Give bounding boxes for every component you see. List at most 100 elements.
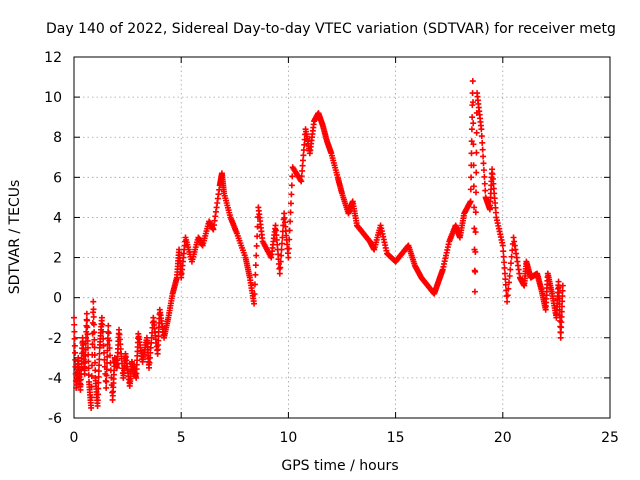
data-point: [83, 334, 90, 341]
data-point: [500, 248, 507, 255]
data-point: [471, 225, 478, 232]
data-point: [478, 126, 485, 133]
data-point: [72, 349, 79, 356]
data-point: [105, 322, 112, 329]
data-point: [501, 270, 508, 277]
data-point: [559, 282, 566, 289]
data-point: [502, 276, 509, 283]
data-point: [277, 264, 284, 271]
data-point: [558, 303, 565, 310]
data-point: [95, 368, 102, 375]
data-point: [251, 300, 258, 307]
data-point: [469, 99, 476, 106]
data-point: [471, 204, 478, 211]
data-point: [298, 173, 305, 180]
x-tick-label: 10: [279, 430, 297, 446]
data-point: [502, 281, 509, 288]
data-point: [98, 314, 105, 321]
data-point: [287, 218, 294, 225]
x-tick-label: 25: [601, 430, 619, 446]
data-point: [77, 386, 84, 393]
data-point: [558, 308, 565, 315]
data-point: [88, 373, 95, 380]
data-point: [473, 149, 480, 156]
data-point: [468, 126, 475, 133]
data-point: [559, 298, 566, 305]
data-point: [146, 359, 153, 366]
data-point: [71, 314, 77, 321]
data-point: [470, 162, 477, 169]
x-tick-label: 5: [177, 430, 186, 446]
data-point: [470, 141, 477, 148]
data-point: [470, 120, 477, 127]
data-point: [479, 146, 486, 153]
data-point: [478, 133, 485, 140]
data-point: [85, 358, 92, 365]
data-point: [92, 359, 99, 366]
data-point: [557, 323, 564, 330]
data-point: [88, 394, 95, 401]
y-tick-label: 12: [44, 50, 62, 66]
data-point: [276, 270, 283, 277]
data-point: [558, 313, 565, 320]
data-point: [91, 336, 98, 343]
data-point: [101, 349, 108, 356]
data-point: [100, 342, 107, 349]
data-point: [299, 157, 306, 164]
data-point: [71, 321, 78, 328]
data-point: [252, 262, 259, 269]
data-point: [103, 372, 110, 379]
data-point: [95, 385, 102, 392]
data-point: [84, 331, 91, 338]
data-point: [252, 271, 259, 278]
data-point: [77, 381, 84, 388]
y-tick-label: 10: [44, 90, 62, 106]
data-point: [254, 223, 261, 230]
data-point: [278, 246, 285, 253]
data-point: [147, 349, 154, 356]
data-point: [555, 284, 562, 291]
data-point: [90, 298, 97, 305]
x-axis-ticks: 0 5 10 15 20 25: [70, 57, 619, 446]
data-point: [90, 321, 97, 328]
data-point: [277, 258, 284, 265]
data-point: [557, 329, 564, 336]
y-axis-label: SDTVAR / TECUs: [7, 180, 23, 295]
data-point: [91, 329, 98, 336]
data-point: [471, 288, 478, 295]
data-point: [557, 334, 564, 341]
data-point: [480, 153, 487, 160]
y-tick-label: -4: [48, 371, 62, 387]
data-point: [501, 259, 508, 266]
data-points: [71, 78, 566, 411]
data-point: [77, 376, 84, 383]
x-tick-label: 0: [70, 430, 79, 446]
data-point: [94, 397, 101, 404]
data-point: [92, 367, 99, 374]
y-axis-ticks: -6 -4 -2 0 2 4 6 8 10 12: [44, 50, 610, 427]
data-point: [78, 366, 85, 373]
data-point: [556, 295, 563, 302]
data-point: [469, 78, 476, 85]
data-point: [254, 233, 261, 240]
data-point: [285, 254, 292, 261]
data-point: [106, 345, 113, 352]
data-point: [300, 152, 307, 159]
data-point: [94, 402, 101, 409]
data-point: [301, 141, 308, 148]
data-point: [288, 182, 295, 189]
data-point: [103, 384, 110, 391]
data-point: [285, 245, 292, 252]
data-point: [558, 324, 565, 331]
data-point: [103, 366, 110, 373]
data-point: [468, 138, 475, 145]
data-point: [472, 248, 479, 255]
data-point: [507, 260, 514, 267]
data-point: [287, 200, 294, 207]
data-point: [104, 341, 111, 348]
y-tick-label: -2: [48, 331, 62, 347]
data-point: [480, 167, 487, 174]
x-tick-label: 20: [494, 430, 512, 446]
data-point: [504, 292, 511, 299]
